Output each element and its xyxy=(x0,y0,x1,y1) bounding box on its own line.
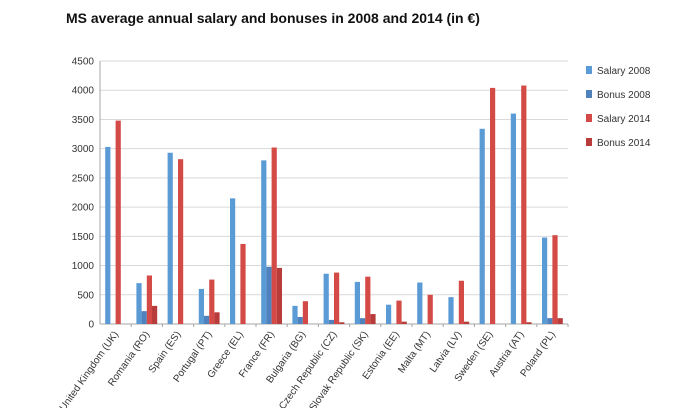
bar xyxy=(526,322,532,324)
y-tick-labels: 0 500 1000 1500 2000 2500 3000 3500 4000 4500 xyxy=(72,57,95,331)
bar xyxy=(214,312,220,324)
bar xyxy=(105,146,111,324)
bar xyxy=(328,319,334,324)
legend-label: Salary 2008 xyxy=(597,66,651,77)
bar xyxy=(276,267,282,324)
bar xyxy=(167,152,173,324)
bar xyxy=(557,318,563,324)
bar xyxy=(334,272,340,324)
bar xyxy=(521,85,527,325)
legend-label: Bonus 2008 xyxy=(597,90,651,101)
bar xyxy=(339,322,345,324)
bar xyxy=(152,305,158,324)
y-tick-label: 1500 xyxy=(72,232,95,243)
legend-swatch xyxy=(586,138,592,146)
x-tick-label: Slovak Republic (SK) xyxy=(307,329,370,408)
y-tick-label: 0 xyxy=(88,320,94,331)
bar xyxy=(141,311,147,324)
y-tick-label: 4000 xyxy=(72,86,95,97)
bar xyxy=(146,275,152,324)
bar xyxy=(292,305,298,324)
bar xyxy=(370,314,376,324)
legend-swatch xyxy=(586,90,592,98)
bar xyxy=(458,280,464,324)
bar xyxy=(230,198,236,324)
bar xyxy=(401,321,407,324)
chart-title: MS average annual salary and bonuses in … xyxy=(66,10,480,26)
x-tick-label: Czech Republic (CZ) xyxy=(277,329,339,408)
bar xyxy=(266,266,272,324)
bar xyxy=(271,147,277,324)
legend-label: Salary 2014 xyxy=(597,114,651,125)
bar xyxy=(178,159,184,324)
y-tick-label: 1000 xyxy=(72,261,95,272)
bar xyxy=(542,237,548,324)
y-tick-label: 4500 xyxy=(72,57,95,68)
bar xyxy=(209,279,215,324)
bar xyxy=(261,160,267,324)
bar xyxy=(547,318,553,324)
bar xyxy=(204,315,210,324)
bar xyxy=(386,304,392,324)
x-tick-label: United Kingdom (UK) xyxy=(58,329,121,408)
bar xyxy=(417,282,423,324)
x-tick-labels: United Kingdom (UK)Romania (RO)Spain (ES… xyxy=(58,329,558,408)
legend-swatch xyxy=(586,66,592,74)
y-tick-label: 3000 xyxy=(72,144,95,155)
bar xyxy=(198,288,204,324)
bar xyxy=(302,301,308,324)
bar xyxy=(510,113,516,324)
bar xyxy=(240,243,246,324)
y-tick-label: 2500 xyxy=(72,173,95,184)
bars xyxy=(105,85,563,325)
legend-swatch xyxy=(586,114,592,122)
legend: Salary 2008 Bonus 2008 Salary 2014 Bonus 20… xyxy=(586,66,651,149)
y-tick-label: 500 xyxy=(77,290,94,301)
bar xyxy=(490,87,496,324)
bar xyxy=(448,297,454,324)
bar xyxy=(354,281,360,324)
bar xyxy=(360,318,366,324)
bar xyxy=(427,294,433,324)
bar xyxy=(297,316,303,324)
bar xyxy=(365,276,371,324)
bar xyxy=(136,283,142,324)
bar xyxy=(115,120,121,324)
bar xyxy=(396,300,402,324)
bar xyxy=(323,273,329,324)
bar xyxy=(464,321,470,324)
y-tick-label: 2000 xyxy=(72,203,95,214)
bar xyxy=(552,235,558,324)
y-tick-label: 3500 xyxy=(72,115,95,126)
legend-label: Bonus 2014 xyxy=(597,138,651,149)
bar xyxy=(479,128,485,324)
